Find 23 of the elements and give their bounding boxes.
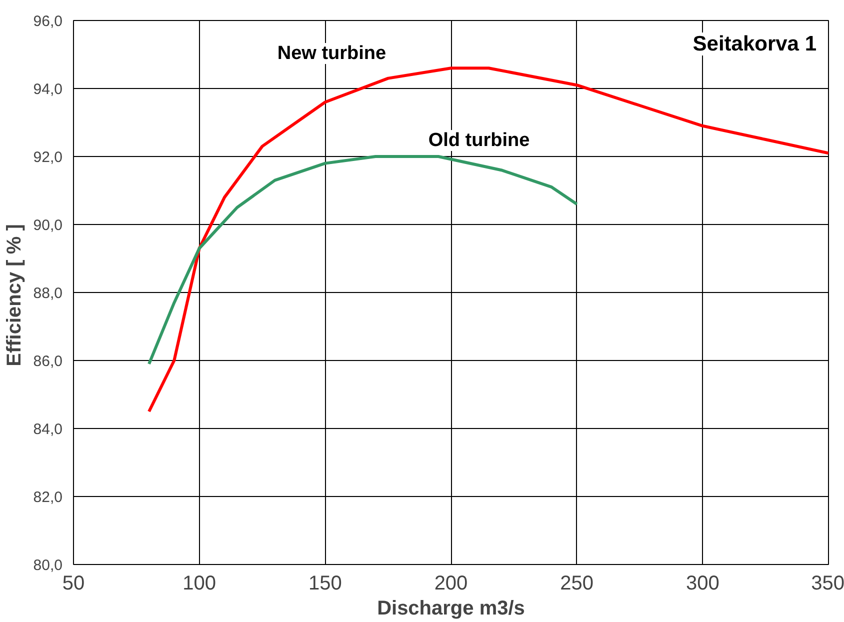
series-label: Old turbine (428, 130, 530, 152)
x-axis-title: Discharge m3/s (377, 598, 525, 620)
line-series (148, 155, 578, 366)
y-tick-label: 92,0 (33, 149, 63, 166)
x-tick-label: 300 (686, 572, 720, 594)
x-tick-label: 100 (182, 572, 216, 594)
y-axis-title: Efficiency [ % ] (3, 224, 26, 366)
y-tick-label: 80,0 (33, 557, 63, 574)
x-tick-label: 350 (811, 572, 844, 594)
x-tick-label: 50 (62, 572, 85, 594)
y-tick-label: 94,0 (33, 81, 63, 98)
y-tick-label: 82,0 (33, 489, 63, 506)
y-tick-label: 90,0 (33, 217, 63, 234)
x-tick-label: 150 (308, 572, 342, 594)
y-tick-label: 86,0 (33, 353, 63, 370)
series-label: New turbine (277, 43, 386, 64)
y-tick-label: 96,0 (33, 13, 63, 30)
x-tick-label: 250 (560, 572, 594, 594)
y-tick-label: 84,0 (33, 421, 63, 438)
y-tick-label: 88,0 (33, 285, 63, 302)
text: Seitakorva 1 (692, 32, 817, 56)
line-series (148, 66, 828, 413)
x-tick-label: 200 (434, 572, 468, 594)
